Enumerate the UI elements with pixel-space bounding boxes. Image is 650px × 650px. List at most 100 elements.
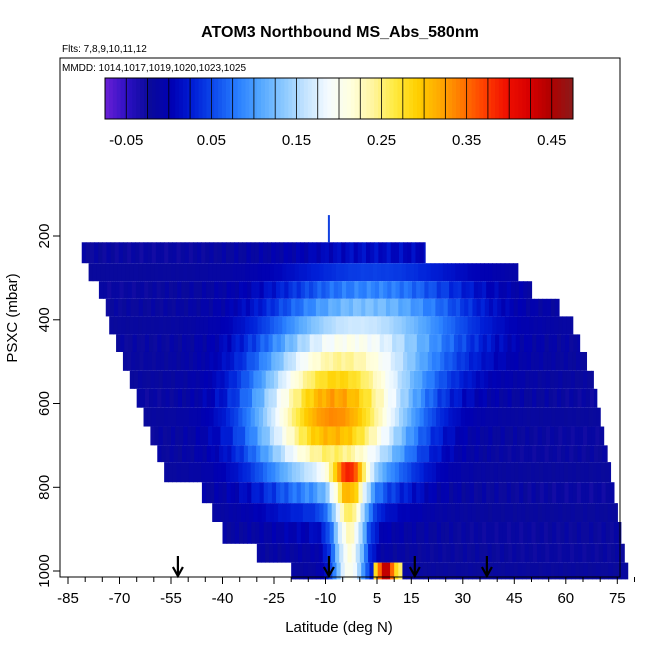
heatmap-cell: [204, 298, 210, 317]
heatmap-cell: [608, 562, 614, 580]
heatmap-cell: [298, 426, 304, 446]
heatmap-cell: [447, 426, 452, 446]
heatmap-cell: [393, 263, 399, 282]
heatmap-cell: [357, 462, 363, 483]
heatmap-cell: [168, 351, 173, 371]
heatmap-cell: [444, 351, 450, 371]
heatmap-cell: [163, 298, 169, 317]
heatmap-cell: [469, 522, 475, 544]
heatmap-cell: [523, 388, 529, 408]
heatmap-cell: [503, 445, 509, 463]
heatmap-cell: [564, 482, 570, 504]
heatmap-cell: [219, 388, 224, 408]
heatmap-cell: [230, 351, 235, 371]
heatmap-cell: [131, 242, 136, 264]
heatmap-cell: [371, 445, 377, 463]
heatmap-cell: [306, 503, 312, 522]
heatmap-cell: [372, 543, 377, 563]
heatmap-cell: [470, 388, 476, 408]
heatmap-cell: [206, 334, 212, 352]
heatmap-cell: [293, 388, 298, 408]
heatmap-cell: [442, 543, 447, 563]
heatmap-cell: [386, 351, 392, 371]
heatmap-cell: [192, 462, 198, 483]
heatmap-cell: [216, 370, 222, 389]
heatmap-cell: [175, 263, 180, 282]
heatmap-cell: [291, 298, 296, 317]
heatmap-cell: [140, 334, 146, 352]
heatmap-cell: [282, 263, 287, 282]
heatmap-cell: [451, 263, 456, 282]
heatmap-cell: [271, 522, 277, 544]
heatmap-cell: [330, 543, 336, 563]
heatmap-cell: [341, 281, 347, 299]
heatmap-cell: [591, 562, 597, 580]
heatmap-cell: [175, 370, 180, 389]
heatmap-cell: [507, 334, 513, 352]
heatmap-cell: [477, 407, 482, 427]
heatmap-cell: [526, 462, 532, 483]
heatmap-cell: [448, 407, 454, 427]
heatmap-cell: [351, 543, 357, 563]
heatmap-cell: [619, 543, 625, 563]
heatmap-cell: [419, 242, 425, 264]
heatmap-cell: [511, 445, 517, 463]
heatmap-cell: [576, 407, 581, 427]
colorbar-swatch: [155, 78, 161, 119]
heatmap-cell: [220, 316, 226, 335]
heatmap-cell: [545, 316, 551, 335]
heatmap-cell: [365, 562, 371, 580]
heatmap-cell: [459, 426, 465, 446]
heatmap-cell: [394, 351, 400, 371]
heatmap-cell: [216, 426, 222, 446]
heatmap-cell: [288, 482, 294, 504]
colorbar-tick-label: 0.45: [537, 132, 566, 149]
heatmap-cell: [383, 334, 389, 352]
heatmap-cell: [412, 388, 418, 408]
heatmap-cell: [493, 407, 499, 427]
heatmap-cell: [409, 370, 415, 389]
heatmap-cell: [331, 370, 337, 389]
heatmap-cell: [138, 298, 144, 317]
heatmap-cell: [559, 407, 565, 427]
heatmap-cell: [431, 351, 437, 371]
heatmap-cell: [122, 242, 128, 264]
colorbar-swatch: [288, 78, 293, 119]
heatmap-cell: [401, 263, 407, 282]
heatmap-cell: [405, 426, 411, 446]
heatmap-cell: [208, 298, 214, 317]
heatmap-cell: [187, 426, 193, 446]
heatmap-cell: [397, 370, 403, 389]
heatmap-cell: [515, 388, 521, 408]
heatmap-cell: [366, 407, 371, 427]
heatmap-cell: [506, 462, 511, 483]
heatmap-cell: [550, 426, 555, 446]
heatmap-cell: [410, 298, 416, 317]
heatmap-cell: [261, 316, 267, 335]
heatmap-cell: [184, 351, 190, 371]
heatmap-cell: [476, 562, 482, 580]
heatmap-cell: [448, 462, 454, 483]
heatmap-cell: [360, 263, 366, 282]
heatmap-cell: [300, 482, 306, 504]
heatmap-cell: [440, 482, 446, 504]
colorbar-swatch: [557, 78, 562, 119]
heatmap-cell: [98, 281, 104, 299]
colorbar-swatch: [140, 78, 145, 119]
heatmap-cell: [374, 281, 380, 299]
heatmap-cell: [245, 298, 251, 317]
heatmap-cell: [256, 334, 261, 352]
heatmap-cell: [231, 445, 237, 463]
heatmap-cell: [276, 334, 282, 352]
heatmap-cell: [381, 503, 386, 522]
heatmap-cell: [429, 445, 434, 463]
heatmap-cell: [594, 543, 600, 563]
heatmap-cell: [324, 242, 330, 264]
heatmap-cell: [247, 334, 253, 352]
heatmap-cell: [526, 407, 532, 427]
heatmap-cell: [449, 388, 455, 408]
heatmap-cell: [445, 388, 451, 408]
heatmap-cell: [191, 316, 197, 335]
heatmap-cell: [416, 334, 422, 352]
heatmap-cell: [149, 388, 154, 408]
